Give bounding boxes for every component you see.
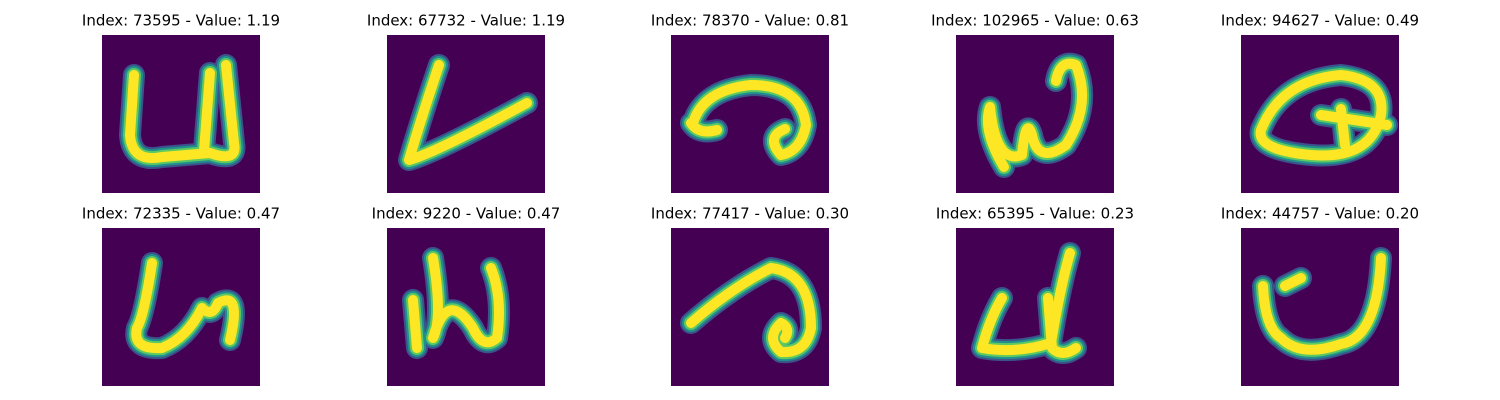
glyph-stroke — [982, 58, 1088, 172]
panel-title: Index: 78370 - Value: 0.81 — [651, 12, 849, 30]
glyph-image — [671, 228, 829, 386]
panel-title: Index: 9220 - Value: 0.47 — [372, 205, 561, 223]
glyph-image — [387, 35, 545, 193]
glyph-stroke — [404, 60, 532, 165]
glyph-stroke — [686, 263, 816, 358]
panel-title: Index: 65395 - Value: 0.23 — [936, 205, 1134, 223]
glyph-image — [1241, 228, 1399, 386]
glyph-stroke — [1258, 253, 1386, 355]
panel-title: Index: 44757 - Value: 0.20 — [1221, 205, 1419, 223]
glyph-stroke — [125, 60, 240, 163]
glyph-stroke — [1255, 70, 1392, 161]
glyph-image — [102, 35, 260, 193]
glyph-image — [1241, 35, 1399, 193]
glyph-stroke — [977, 248, 1081, 358]
glyph-stroke — [686, 80, 811, 160]
panel-title: Index: 73595 - Value: 1.19 — [82, 12, 280, 30]
glyph-stroke — [131, 258, 239, 354]
glyph-image — [102, 228, 260, 386]
glyph-image — [387, 228, 545, 386]
image-background — [956, 228, 1114, 386]
panel-title: Index: 77417 - Value: 0.30 — [651, 205, 849, 223]
glyph-image — [671, 35, 829, 193]
panel-title: Index: 102965 - Value: 0.63 — [931, 12, 1139, 30]
panel-title: Index: 72335 - Value: 0.47 — [82, 205, 280, 223]
glyph-image — [956, 35, 1114, 193]
panel-title: Index: 67732 - Value: 1.19 — [367, 12, 565, 30]
glyph-stroke — [408, 253, 504, 353]
glyph-image — [956, 228, 1114, 386]
panel-title: Index: 94627 - Value: 0.49 — [1221, 12, 1419, 30]
